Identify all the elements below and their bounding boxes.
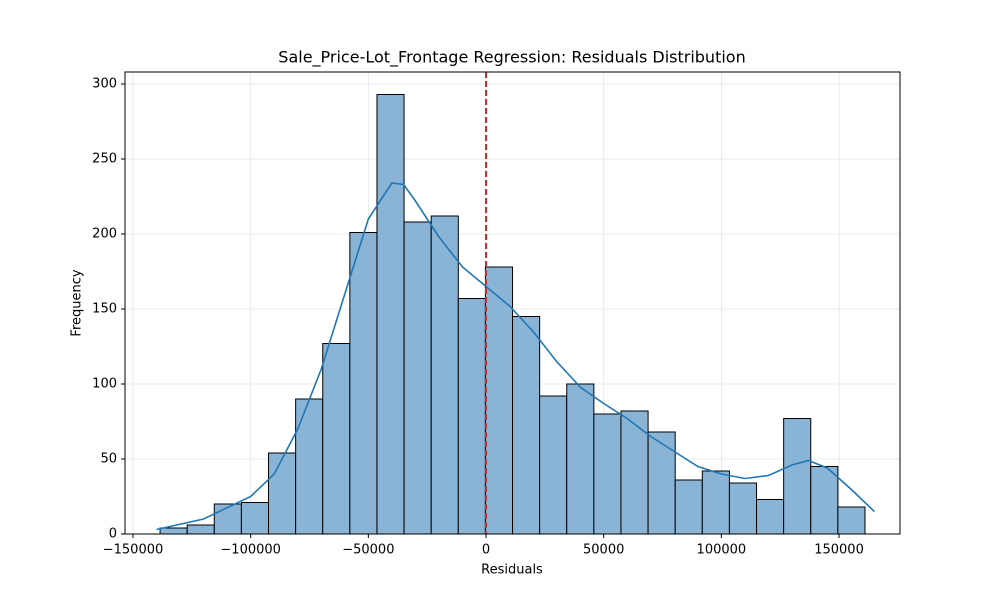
y-tick-label: 300 (92, 77, 117, 92)
kde-line (156, 182, 875, 531)
bar (457, 298, 486, 535)
bar (322, 343, 351, 535)
x-tick-label: 150000 (814, 543, 864, 558)
bar (539, 395, 568, 535)
bar (512, 316, 541, 535)
bar (186, 524, 215, 535)
plot-frame (124, 71, 901, 535)
x-tick-label: −100000 (220, 543, 281, 558)
y-tick-label: 100 (92, 377, 117, 392)
chart-title: Sale_Price-Lot_Frontage Regression: Resi… (278, 48, 745, 68)
y-tick-label: 250 (92, 152, 117, 167)
bar (159, 527, 188, 535)
bar (376, 94, 405, 535)
bar (647, 431, 676, 535)
bar (566, 383, 595, 535)
bar (403, 221, 432, 535)
y-tick-label: 150 (92, 302, 117, 317)
bar (213, 503, 242, 535)
bar (674, 479, 703, 535)
x-tick-label: 100000 (697, 543, 747, 558)
bar (756, 499, 785, 535)
y-axis-label: Frequency (70, 269, 85, 336)
bar (783, 418, 812, 535)
x-tick-label: −50000 (342, 543, 394, 558)
bar (593, 413, 622, 535)
x-axis-label: Residuals (481, 563, 543, 578)
bar (295, 398, 324, 535)
y-tick-label: 50 (100, 452, 117, 467)
bar (484, 266, 514, 535)
bar (701, 470, 730, 535)
x-tick-label: 0 (482, 543, 490, 558)
bar (837, 506, 866, 535)
bar (430, 215, 459, 535)
bar (240, 502, 270, 535)
bar (728, 482, 758, 535)
bar (810, 466, 839, 535)
x-tick-label: −150000 (103, 543, 164, 558)
y-tick-label: 200 (92, 227, 117, 242)
bar (620, 410, 649, 535)
bar (349, 232, 378, 535)
bar (268, 452, 297, 535)
y-tick-label: 0 (109, 527, 117, 542)
x-tick-label: 50000 (583, 543, 624, 558)
